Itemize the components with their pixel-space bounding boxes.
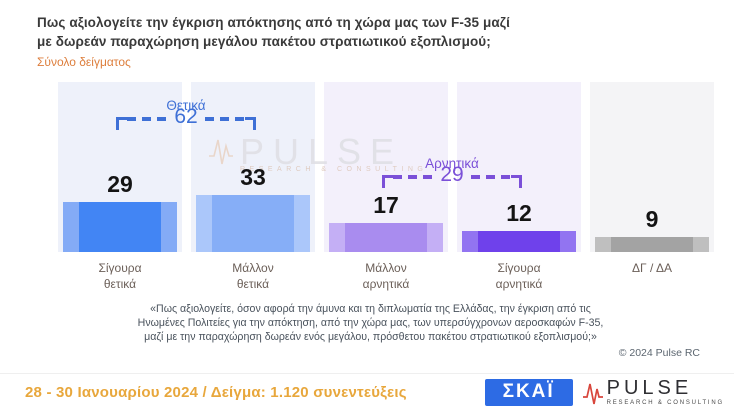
group-label-positive: Θετικά <box>166 98 206 113</box>
bracket-dash <box>204 117 246 121</box>
page-title: Πως αξιολογείτε την έγκριση απόκτησης απ… <box>37 15 510 49</box>
bracket-line: 29 <box>382 164 523 189</box>
copyright-note: © 2024 Pulse RC <box>618 347 700 359</box>
category-label: Σίγουρα αρνητικά <box>495 261 543 291</box>
group-value-negative: 29 <box>440 163 464 187</box>
bracket-line: 62 <box>116 106 257 131</box>
group-value-positive: 62 <box>174 105 198 129</box>
bar-dg-da <box>595 237 709 252</box>
survey-info: 28 - 30 Ιανουαρίου 2024 / Δείγμα: 1.120 … <box>25 383 407 401</box>
bracket-corner-left <box>116 117 127 131</box>
chart-column-sigoura-thetika: 29 Σίγουρα θετικά <box>58 82 182 292</box>
bar-value-label: 33 <box>240 164 266 190</box>
bracket-dash <box>127 117 168 121</box>
pulse-logo-text: PULSE <box>606 377 693 399</box>
bar-sigoura-arnitika <box>462 231 576 252</box>
bar-value-label: 17 <box>373 192 399 218</box>
bar-value-label: 29 <box>107 171 133 197</box>
category-label: Μάλλον αρνητικά <box>362 261 410 291</box>
bar-panel: 9 <box>590 82 714 252</box>
bar-panel: 29 <box>58 82 182 252</box>
group-bracket-positive: Θετικά 62 <box>116 98 257 131</box>
bracket-corner-right <box>245 117 257 131</box>
bracket-corner-right <box>511 175 523 189</box>
bracket-dash <box>393 175 434 179</box>
category-label: Σίγουρα θετικά <box>98 261 142 291</box>
chart-columns: 29 Σίγουρα θετικά 33 Μάλλον θετικά 17 Μά… <box>58 82 714 292</box>
pulse-logo-subtext: RESEARCH & CONSULTING <box>606 400 724 406</box>
pulse-waveform-icon <box>582 383 603 405</box>
bar-panel: 12 <box>457 82 581 252</box>
bracket-dash <box>470 175 512 179</box>
chart-column-dg-da: 9 ΔΓ / ΔΑ <box>590 82 714 292</box>
skai-logo: ΣΚΑΪ <box>484 378 573 406</box>
bar-panel: 33 <box>191 82 315 252</box>
pulse-logo: PULSE RESEARCH & CONSULTING <box>582 377 724 406</box>
bar-value-label: 9 <box>645 206 659 232</box>
footer-bar: 28 - 30 Ιανουαρίου 2024 / Δείγμα: 1.120 … <box>0 373 734 410</box>
bar-chart: PULSE RESEARCH & CONSULTING 29 Σίγουρα θ… <box>58 82 714 292</box>
header: Πως αξιολογείτε την έγκριση απόκτησης απ… <box>37 14 697 69</box>
group-label-negative: Αρνητικά <box>425 156 479 171</box>
sample-subtitle: Σύνολο δείγματος <box>37 54 131 69</box>
category-label: Μάλλον θετικά <box>232 261 274 291</box>
chart-column-sigoura-arnitika: 12 Σίγουρα αρνητικά <box>457 82 581 292</box>
bar-panel: 17 <box>324 82 448 252</box>
group-bracket-negative: Αρνητικά 29 <box>382 156 523 189</box>
bar-sigoura-thetika <box>63 202 177 252</box>
question-footnote: «Πως αξιολογείτε, όσον αφορά την άμυνα κ… <box>137 303 604 343</box>
bar-mallon-thetika <box>196 195 310 252</box>
chart-column-mallon-thetika: 33 Μάλλον θετικά <box>191 82 315 292</box>
category-label: ΔΓ / ΔΑ <box>632 261 672 275</box>
bracket-corner-left <box>382 175 393 189</box>
bar-mallon-arnitika <box>329 223 443 252</box>
bar-value-label: 12 <box>506 200 532 226</box>
chart-column-mallon-arnitika: 17 Μάλλον αρνητικά <box>324 82 448 292</box>
footer-logos: ΣΚΑΪ PULSE RESEARCH & CONSULTING <box>484 377 724 406</box>
